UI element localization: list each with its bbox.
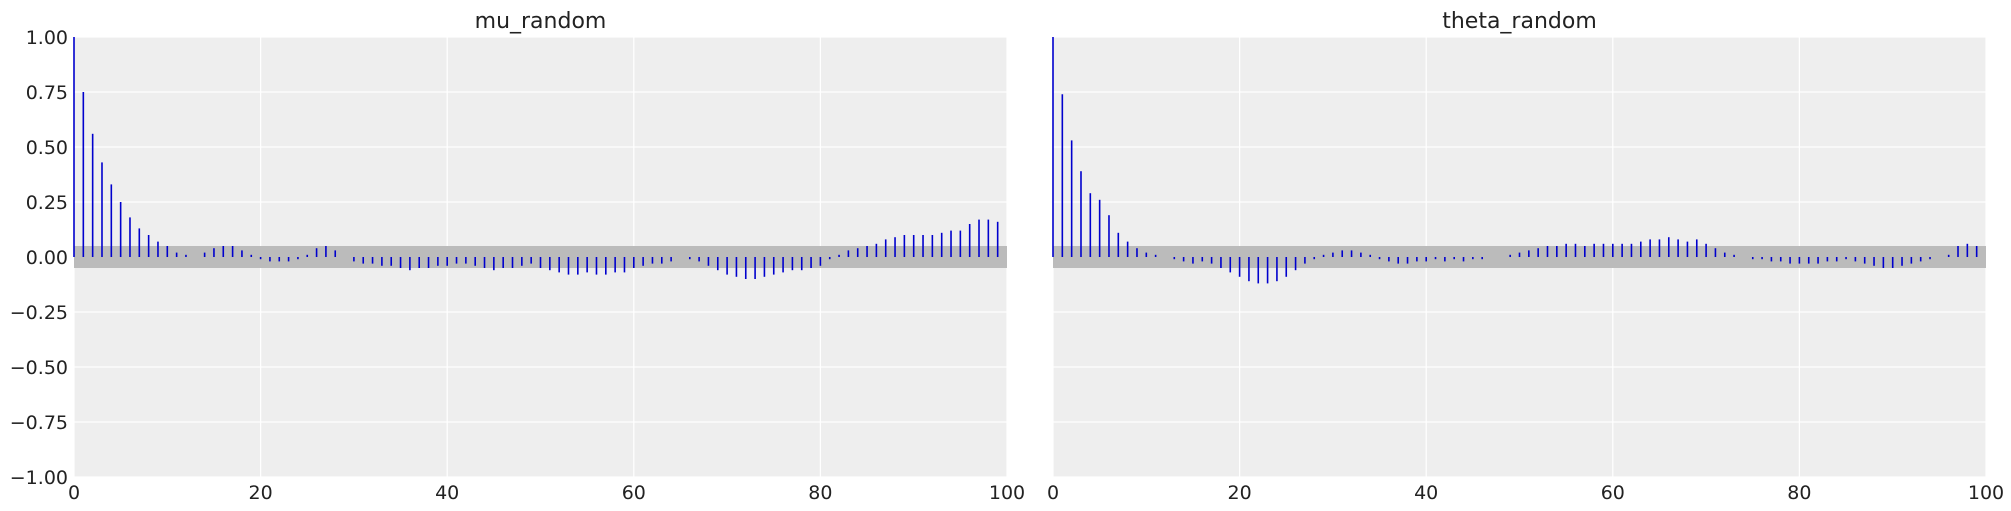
panel-theta-random: 0 20 40 60 80 100 theta_random: [1047, 9, 2004, 504]
chart-title-theta-random: theta_random: [1442, 9, 1597, 34]
x-tick-label: 0: [68, 482, 80, 504]
x-tick-label: 80: [808, 482, 832, 504]
y-tick-label: 0.00: [26, 247, 68, 269]
x-tick-label: 100: [989, 482, 1025, 504]
x-tick-label: 40: [435, 482, 459, 504]
y-tick-label: 1.00: [26, 27, 68, 49]
x-tick-label: 0: [1047, 482, 1059, 504]
x-tick-label: 60: [1601, 482, 1625, 504]
panel-mu-random: 1.00 0.75 0.50 0.25 0.00 −0.25 −0.50 −0.75 −1.00…: [10, 9, 1025, 504]
x-tick-label: 100: [1968, 482, 2004, 504]
y-tick-labels-mu-random: 1.00 0.75 0.50 0.25 0.00 −0.25 −0.50 −0.75 −1.00: [10, 27, 68, 489]
chart-title-mu-random: mu_random: [475, 9, 607, 34]
x-tick-label: 60: [622, 482, 646, 504]
y-tick-label: −0.75: [10, 412, 68, 434]
autocorrelation-bars-theta-random: [1052, 37, 1978, 284]
y-tick-label: −1.00: [10, 467, 68, 489]
x-tick-labels-theta-random: 0 20 40 60 80 100: [1047, 482, 2004, 504]
x-tick-label: 20: [249, 482, 273, 504]
y-tick-label: −0.25: [10, 302, 68, 324]
x-tick-labels-mu-random: 0 20 40 60 80 100: [68, 482, 1025, 504]
y-tick-label: 0.25: [26, 192, 68, 214]
autocorrelation-bars-mu-random: [73, 37, 999, 279]
y-tick-label: 0.50: [26, 137, 68, 159]
x-tick-label: 40: [1414, 482, 1438, 504]
x-tick-label: 80: [1787, 482, 1811, 504]
x-tick-label: 20: [1228, 482, 1252, 504]
y-tick-label: 0.75: [26, 82, 68, 104]
y-tick-label: −0.50: [10, 357, 68, 379]
